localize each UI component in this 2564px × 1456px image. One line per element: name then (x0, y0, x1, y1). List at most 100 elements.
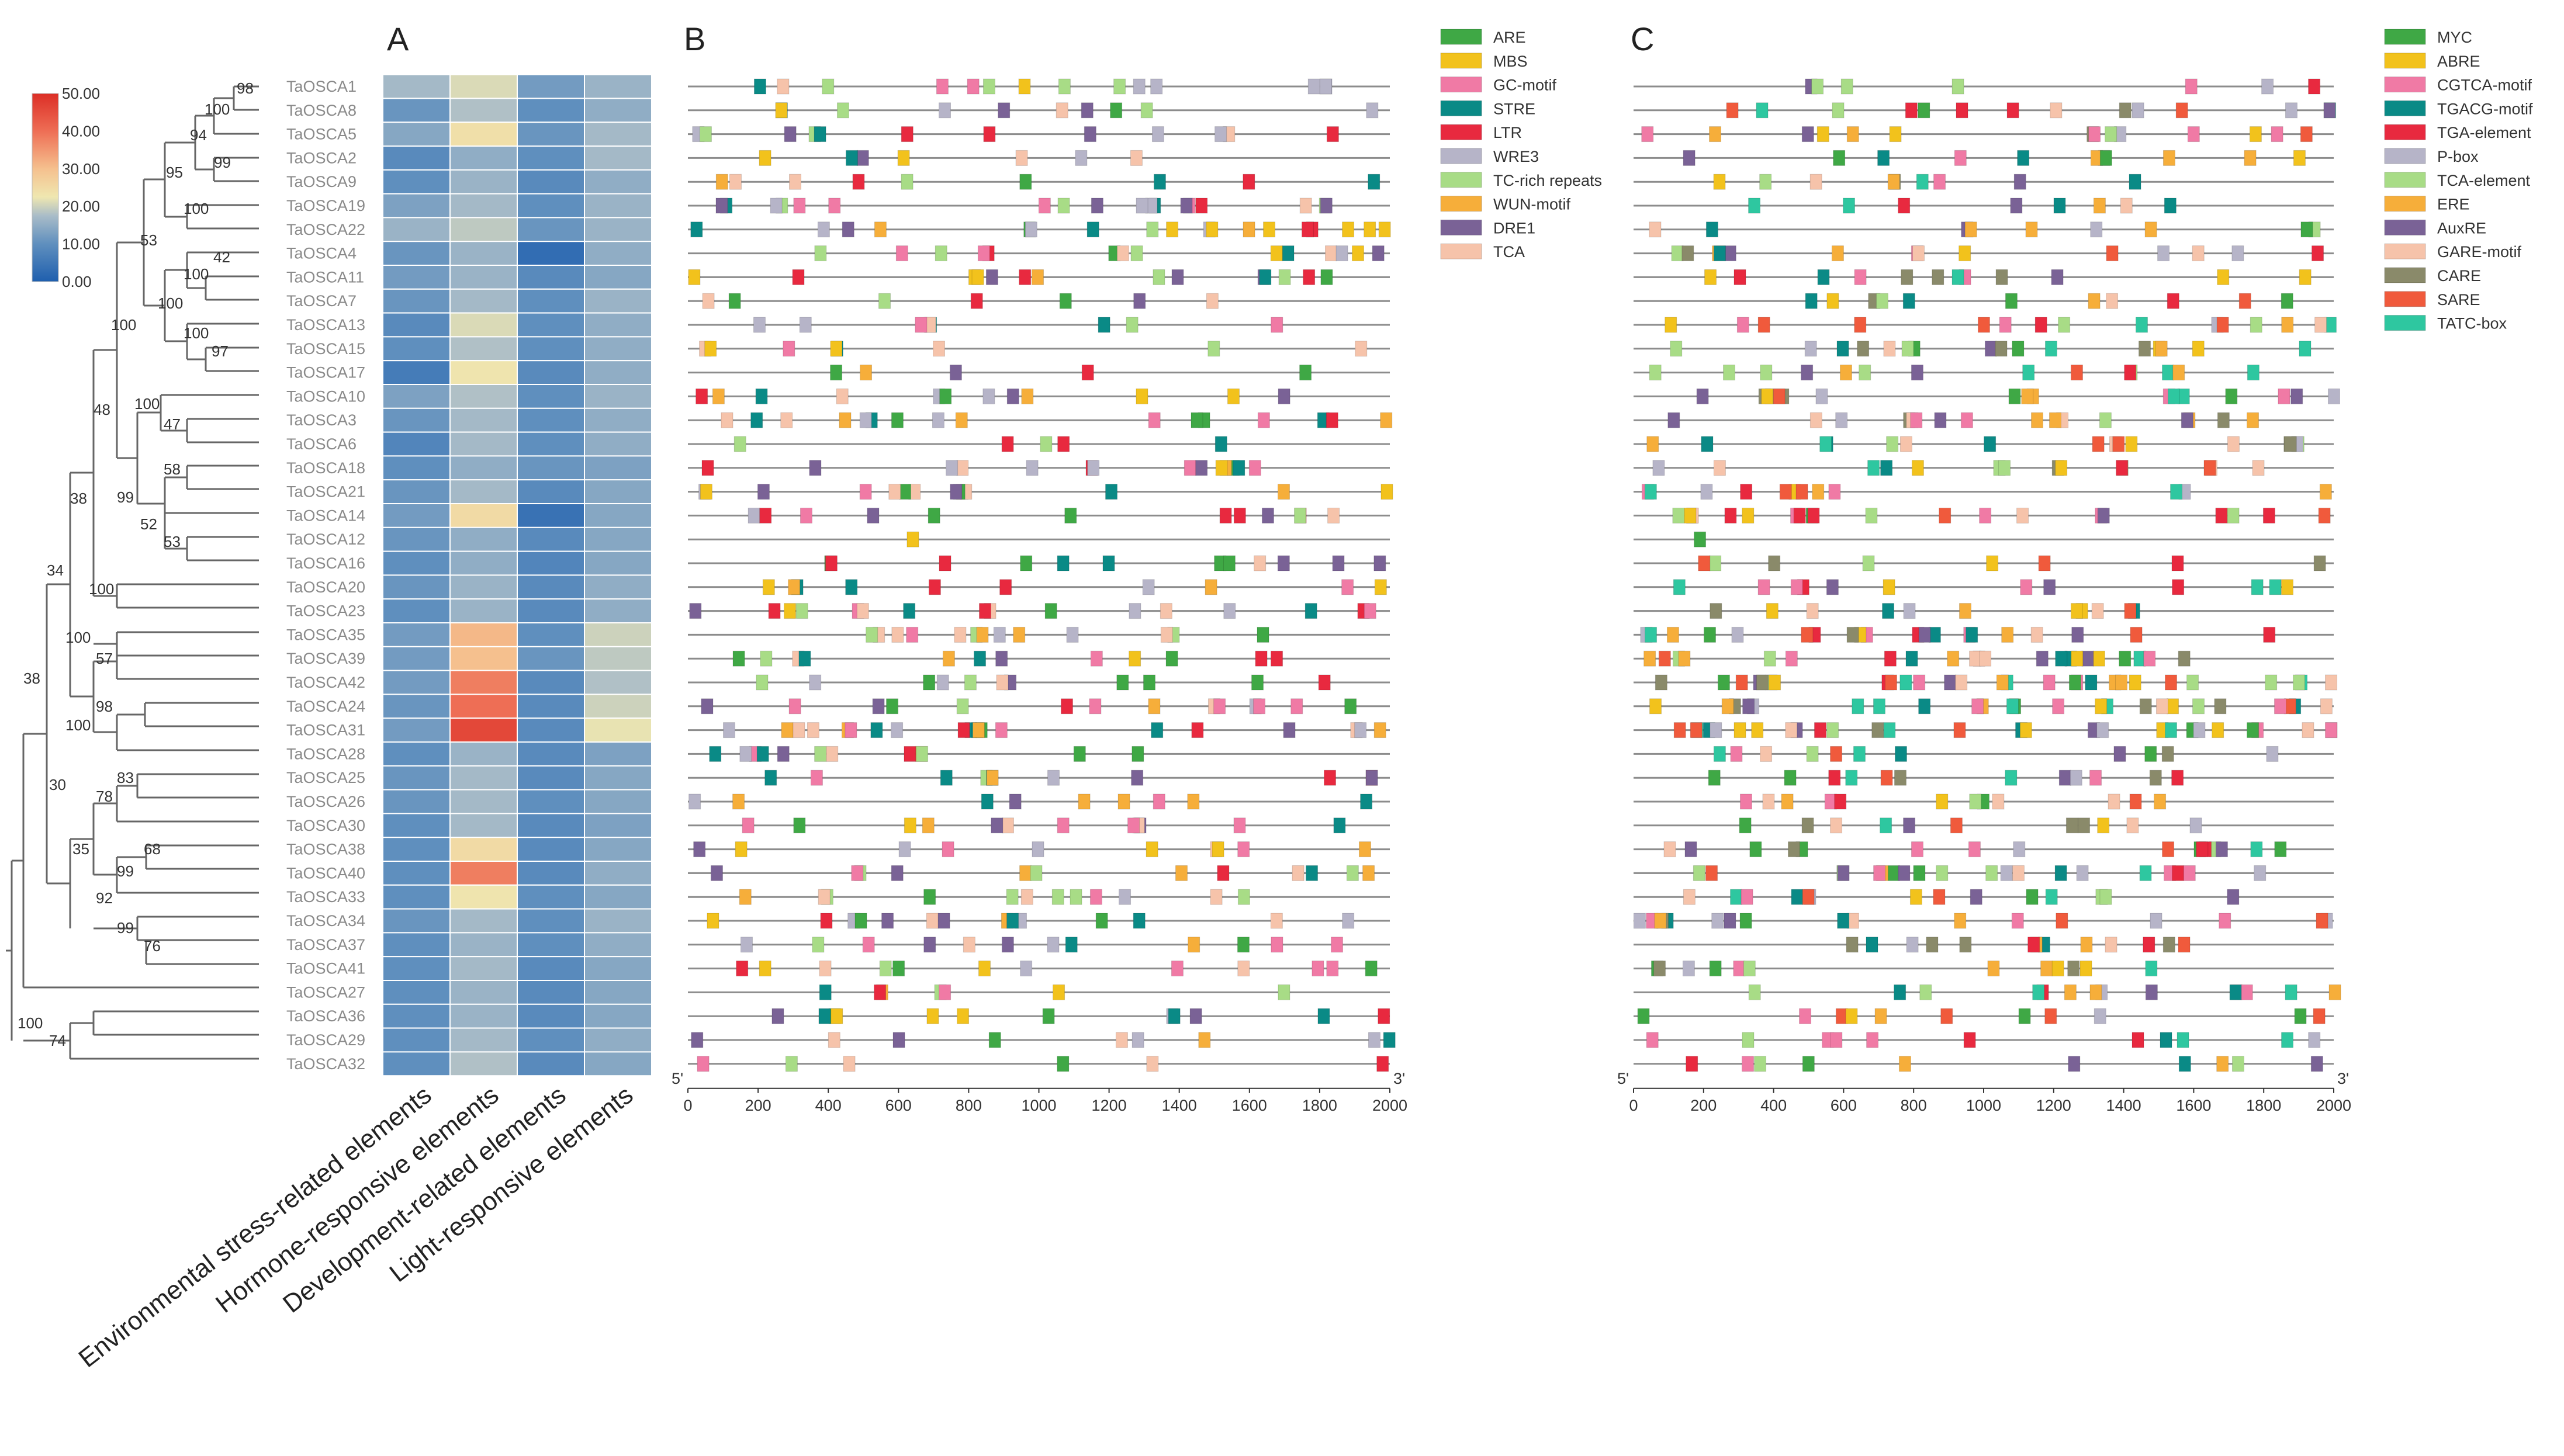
motif-mark (1019, 174, 1032, 190)
motif-mark (1735, 674, 1748, 691)
bootstrap-label: 52 (140, 515, 157, 533)
legend-label: TCA (1493, 243, 1525, 261)
bootstrap-label: 76 (144, 937, 161, 955)
motif-mark (1649, 365, 1662, 381)
motif-mark (991, 817, 1004, 834)
motif-mark (986, 769, 999, 786)
heatmap-cell (517, 360, 585, 386)
motif-mark (1673, 722, 1686, 739)
motif-mark (886, 698, 899, 715)
motif-mark (1666, 626, 1679, 643)
motif-mark (1307, 78, 1320, 95)
motif-mark (1769, 674, 1781, 691)
heatmap-cell (449, 122, 518, 147)
heatmap-cell (449, 908, 518, 934)
motif-mark (2005, 293, 2018, 309)
motif-mark (1801, 817, 1814, 834)
motif-mark (750, 412, 763, 428)
heatmap-cell (382, 980, 451, 1005)
x-tick-label: 2000 (1372, 1097, 1407, 1114)
heatmap-column-labels: Environmental stress-related elementsHor… (74, 1080, 639, 1373)
motif-mark (2172, 365, 2185, 381)
motif-mark (1947, 650, 1960, 667)
motif-mark (689, 603, 702, 619)
motif-mark (1030, 865, 1043, 881)
motif-mark (2262, 507, 2275, 524)
motif-mark (963, 937, 975, 953)
motif-mark (1724, 507, 1737, 524)
motif-mark (688, 793, 701, 810)
motif-mark (742, 817, 755, 834)
motif-mark (1160, 626, 1173, 643)
motif-mark (828, 197, 841, 214)
motif-mark (2266, 746, 2279, 762)
motif-mark (2005, 769, 2018, 786)
motif-mark (1670, 341, 1683, 357)
motif-mark (1854, 269, 1867, 285)
motif-mark (1762, 793, 1775, 810)
motif-mark (756, 746, 769, 762)
motif-mark (1801, 626, 1814, 643)
motif-mark (2231, 245, 2244, 262)
heatmap-cell (449, 717, 518, 743)
gene-label: TaOSCA41 (286, 960, 365, 977)
motif-mark (2299, 269, 2312, 285)
motif-mark (954, 626, 967, 643)
motif-mark (1936, 865, 1949, 881)
motif-mark (729, 174, 742, 190)
motif-mark (891, 412, 904, 428)
motif-mark (1372, 245, 1385, 262)
motif-mark (701, 698, 714, 715)
motif-mark (2090, 221, 2103, 238)
motif-mark (1882, 603, 1895, 619)
motif-mark (1217, 865, 1230, 881)
legend-swatch (2384, 124, 2426, 140)
gene-label: TaOSCA18 (286, 459, 365, 477)
motif-mark (740, 937, 753, 953)
motif-mark (1809, 412, 1822, 428)
gene-label: TaOSCA36 (286, 1007, 365, 1025)
motif-mark (2055, 650, 2068, 667)
legend-swatch (1440, 100, 1482, 116)
motif-mark (906, 531, 919, 547)
motif-mark (781, 722, 794, 739)
bootstrap-label: 83 (117, 769, 134, 786)
motif-mark (1724, 245, 1736, 262)
motif-mark (770, 197, 783, 214)
motif-mark (777, 746, 790, 762)
motif-mark (1136, 388, 1148, 404)
motif-mark (836, 102, 849, 119)
motif-mark (1996, 674, 2009, 691)
motif-mark (2143, 650, 2156, 667)
legend-label: P-box (2437, 148, 2479, 165)
motif-mark (2079, 961, 2092, 977)
motif-mark (957, 1008, 970, 1024)
motif-mark (1320, 269, 1333, 285)
motif-mark (1191, 722, 1204, 739)
motif-mark (1294, 507, 1307, 524)
motif-mark (2116, 460, 2129, 476)
motif-mark (1894, 769, 1906, 786)
motif-mark (1263, 221, 1276, 238)
motif-mark (1709, 126, 1722, 143)
motif-mark (878, 293, 891, 309)
heatmap-cell (449, 789, 518, 814)
motif-mark (1984, 341, 1997, 357)
gene-label: TaOSCA38 (286, 841, 365, 858)
heatmap (382, 74, 652, 1077)
heatmap-cell (517, 884, 585, 910)
heatmap-cell (584, 526, 652, 552)
motif-mark (1146, 841, 1158, 858)
motif-mark (1756, 102, 1769, 119)
motif-mark (1278, 388, 1290, 404)
legend-label: MBS (1493, 53, 1528, 70)
motif-mark (2271, 126, 2283, 143)
motif-mark (1834, 793, 1847, 810)
motif-mark (1278, 984, 1290, 1000)
motif-mark (2056, 913, 2068, 929)
motif-mark (906, 626, 919, 643)
motif-mark (1711, 913, 1724, 929)
motif-mark (1953, 722, 1966, 739)
gene-label: TaOSCA30 (286, 817, 365, 834)
motif-mark (967, 78, 980, 95)
